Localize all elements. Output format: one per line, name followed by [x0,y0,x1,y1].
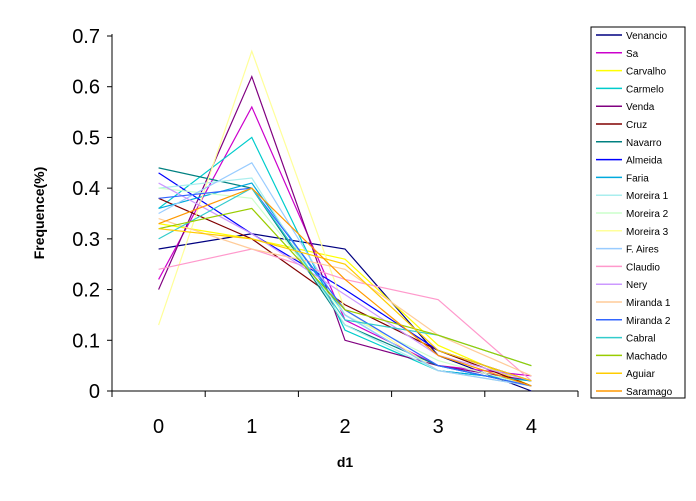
legend-label-miranda-1: Miranda 1 [626,298,671,309]
y-tick-label: 0.4 [72,178,100,200]
y-tick-label: 0.1 [72,330,100,352]
series-line-miranda-1 [158,218,532,377]
legend-label-carvalho: Carvalho [626,67,666,78]
legend-label-aguiar: Aguiar [626,369,656,380]
legend-label-faria: Faria [626,173,649,184]
x-tick-label: 4 [526,416,537,438]
series-line-navarro [158,167,532,387]
legend-label-claudio: Claudio [626,262,660,273]
legend-label-carmelo: Carmelo [626,84,664,95]
legend-label-sa: Sa [626,49,639,60]
series-line-sa [158,105,532,377]
series-line-machado [158,207,532,367]
legend-label-moreira-1: Moreira 1 [626,191,669,202]
legend-label-cabral: Cabral [626,334,655,345]
legend-label-miranda-2: Miranda 2 [626,316,671,327]
series-line-miranda-2 [158,187,532,387]
x-tick-label: 0 [153,416,164,438]
series-line-cruz [158,197,532,387]
y-tick-label: 0.2 [72,280,100,302]
series-line-moreira-3 [158,49,532,387]
series-line-carvalho [158,223,532,387]
y-tick-label: 0 [89,381,100,403]
legend-label-venda: Venda [626,102,655,113]
y-axis-label: Frequence(%) [31,167,47,260]
series-line-saramago [158,187,532,387]
series-line-moreira-2 [158,187,532,387]
x-tick-label: 2 [339,416,350,438]
x-tick-label: 1 [246,416,257,438]
y-tick-label: 0.7 [72,26,100,48]
y-tick-label: 0.5 [72,127,100,149]
legend: Venancio Sa Carvalho Carmelo Venda Cruz Navarr… [590,26,686,399]
legend-label-f-aires: F. Aires [626,245,659,256]
y-tick-label: 0.3 [72,229,100,251]
legend-label-venancio: Venancio [626,31,668,42]
legend-label-navarro: Navarro [626,138,662,149]
legend-label-saramago: Saramago [626,387,673,398]
legend-label-moreira-2: Moreira 2 [626,209,669,220]
series-line-aguiar [158,228,532,382]
series-lines [158,49,532,392]
series-line-f-aires [158,161,532,387]
x-tick-label: 3 [433,416,444,438]
series-line-almeida [158,172,532,382]
legend-label-machado: Machado [626,351,668,362]
legend-label-cruz: Cruz [626,120,647,131]
x-axis-label: d1 [337,454,354,470]
y-tick-label: 0.6 [72,77,100,99]
series-line-venda [158,74,532,382]
legend-label-nery: Nery [626,280,647,291]
legend-label-almeida: Almeida [626,156,663,167]
axes: 0 0.1 0.2 0.3 0.4 0.5 0.6 0.7 0 1 2 3 4 [72,26,579,438]
legend-label-moreira-3: Moreira 3 [626,227,669,238]
series-line-nery [158,182,532,382]
